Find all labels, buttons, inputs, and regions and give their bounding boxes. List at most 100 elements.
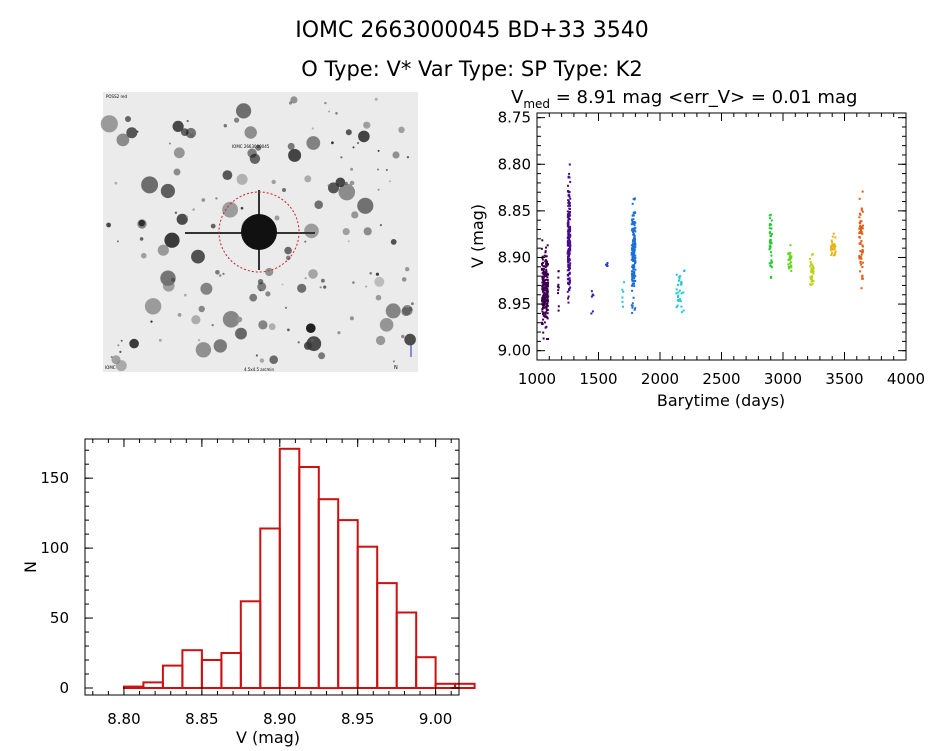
light-curve-point <box>769 213 772 216</box>
finder-star <box>377 188 380 191</box>
histogram-xtick-label: 8.85 <box>185 710 218 728</box>
finder-star <box>210 223 216 229</box>
light-curve-point <box>546 285 549 288</box>
finder-star <box>404 333 416 346</box>
light-curve-point <box>566 290 569 293</box>
light-curve-point <box>567 261 570 264</box>
light-curve-point <box>680 281 683 284</box>
finder-star <box>327 184 330 187</box>
finder-star <box>139 237 144 241</box>
finder-star <box>236 316 243 323</box>
finder-star <box>406 156 410 159</box>
light-curve-point <box>631 282 634 285</box>
light-curve-point <box>634 243 637 246</box>
histogram-bar <box>317 498 340 690</box>
light-curve-point <box>632 268 635 271</box>
finder-star <box>369 272 373 275</box>
light-curve-point <box>632 246 635 249</box>
finder-star <box>116 133 130 147</box>
light-curve-point <box>543 265 546 268</box>
light-curve-point <box>621 300 624 303</box>
light-curve-point <box>566 273 569 276</box>
finder-star <box>271 179 276 185</box>
finder-star <box>259 358 265 363</box>
light-curve-point <box>542 293 545 296</box>
light-curve-point <box>544 250 547 253</box>
light-curve-point <box>568 195 571 198</box>
light-curve-point <box>859 270 862 273</box>
finder-star <box>338 183 356 201</box>
light-curve-point <box>679 298 681 301</box>
light-curve-point <box>634 307 637 310</box>
light-curve-point <box>546 317 549 320</box>
light-curve-title-sub: med <box>523 97 550 111</box>
light-curve-point <box>590 312 593 315</box>
light-curve-point <box>770 254 773 257</box>
light-curve-point <box>768 224 771 227</box>
light-curve-point <box>811 282 814 285</box>
finder-star <box>363 121 371 129</box>
light-curve-point <box>569 245 572 248</box>
histogram-bar <box>200 659 223 689</box>
light-curve-point <box>541 299 544 302</box>
light-curve-point <box>675 292 678 295</box>
histogram-bar <box>356 545 379 690</box>
light-curve-point <box>545 309 548 312</box>
light-curve-point <box>631 311 634 314</box>
light-curve-point <box>832 246 835 249</box>
light-curve-point <box>633 241 636 243</box>
finder-star <box>385 169 388 171</box>
finder-star <box>349 180 355 186</box>
light-curve-point <box>676 296 679 299</box>
light-curve-point <box>811 264 814 267</box>
light-curve-point <box>812 265 815 268</box>
finder-star <box>401 334 405 339</box>
light-curve-point <box>633 285 636 288</box>
finder-image: POSS2 red IOMC 2663000045 IOMC 4.5x4.5 a… <box>100 92 418 372</box>
light-curve-point <box>541 321 544 324</box>
light-curve-point <box>541 288 544 291</box>
light-curve-ytick-label: 8.90 <box>498 248 531 266</box>
finder-target-star <box>241 214 277 250</box>
light-curve-point <box>633 264 636 267</box>
light-curve-point <box>788 262 791 265</box>
light-curve-point <box>769 231 772 234</box>
light-curve-point <box>833 254 836 256</box>
light-curve-point <box>546 308 549 311</box>
light-curve-point <box>566 278 569 281</box>
light-curve-point <box>567 295 570 298</box>
light-curve-point <box>631 218 633 221</box>
light-curve-point <box>544 255 547 258</box>
light-curve-point <box>543 321 546 324</box>
histogram-ytick-label: 50 <box>50 609 69 627</box>
light-curve-point <box>621 288 624 291</box>
finder-star <box>218 274 222 277</box>
light-curve-point <box>542 307 545 310</box>
finder-star <box>321 278 325 283</box>
light-curve-title: Vmed = 8.91 mag <err_V> = 0.01 mag <box>511 87 857 111</box>
light-curve-point <box>860 209 863 211</box>
light-curve-point <box>631 222 634 225</box>
light-curve-point <box>544 285 547 288</box>
light-curve-point <box>568 288 570 291</box>
light-curve-point <box>859 250 862 253</box>
light-curve-point <box>542 268 545 271</box>
light-curve-point <box>633 248 636 251</box>
histogram-xtick-label: 8.95 <box>341 710 374 728</box>
light-curve-point <box>633 272 635 275</box>
light-curve-point <box>677 291 680 294</box>
histogram-ytick-label: 100 <box>40 539 69 557</box>
light-curve-point <box>770 223 773 226</box>
finder-star <box>222 170 233 181</box>
histogram-bar <box>239 600 262 689</box>
finder-star <box>160 183 175 199</box>
finder-star <box>328 110 331 113</box>
light-curve-point <box>768 232 771 235</box>
light-curve-point <box>545 325 548 328</box>
light-curve-point <box>567 248 570 250</box>
light-curve-point <box>544 260 547 263</box>
light-curve-point <box>832 232 835 235</box>
light-curve-point <box>631 278 634 281</box>
light-curve-title-prefix: V <box>511 87 524 108</box>
finder-star <box>318 352 326 360</box>
